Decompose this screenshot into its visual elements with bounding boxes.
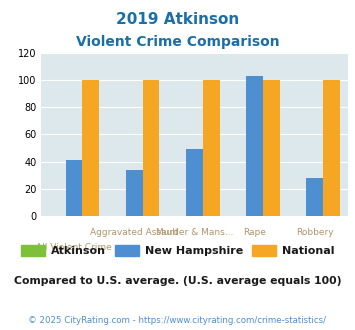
Text: © 2025 CityRating.com - https://www.cityrating.com/crime-statistics/: © 2025 CityRating.com - https://www.city… bbox=[28, 315, 327, 325]
Bar bbox=[246, 76, 263, 216]
Text: Compared to U.S. average. (U.S. average equals 100): Compared to U.S. average. (U.S. average … bbox=[14, 276, 341, 286]
Text: Murder & Mans...: Murder & Mans... bbox=[156, 228, 233, 237]
Bar bbox=[306, 178, 323, 216]
Bar bbox=[203, 80, 220, 216]
Bar bbox=[126, 170, 143, 216]
Text: All Violent Crime: All Violent Crime bbox=[36, 243, 112, 252]
Bar bbox=[143, 80, 159, 216]
Bar bbox=[323, 80, 340, 216]
Legend: Atkinson, New Hampshire, National: Atkinson, New Hampshire, National bbox=[21, 245, 334, 256]
Bar bbox=[82, 80, 99, 216]
Bar bbox=[186, 149, 203, 216]
Bar bbox=[66, 160, 82, 216]
Text: Robbery: Robbery bbox=[296, 228, 334, 237]
Bar bbox=[263, 80, 280, 216]
Text: 2019 Atkinson: 2019 Atkinson bbox=[116, 12, 239, 26]
Text: Rape: Rape bbox=[243, 228, 266, 237]
Text: Aggravated Assault: Aggravated Assault bbox=[90, 228, 179, 237]
Text: Violent Crime Comparison: Violent Crime Comparison bbox=[76, 35, 279, 49]
